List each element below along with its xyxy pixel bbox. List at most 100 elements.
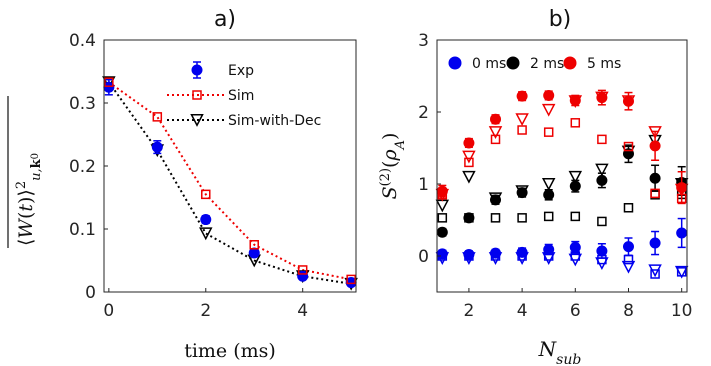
panel-a-title: a) [214,7,236,32]
panel-b-point-2ms-sim [543,211,554,222]
panel-a-ytick-label: 0.2 [69,157,96,177]
panel-b-point-0ms-exp [622,241,634,253]
panel-b-point-5ms-sim-with-dec [648,126,662,139]
legend-marker [192,90,202,100]
panel-b-point-5ms-sim-with-dec [515,113,529,127]
panel-a-xtick-label: 4 [297,301,308,321]
panel-a-point-sim-with-dec [199,227,213,241]
panel-b-point-2ms-exp [596,174,608,186]
panel-b-legend: 0 ms 2 ms 5 ms [448,56,621,72]
panel-b-legend-label: 2 ms [530,56,564,72]
panel-b-point-0ms-sim-with-dec [595,257,609,271]
panel-b-point-5ms-exp [543,89,555,101]
panel-b-point-5ms-sim-with-dec [674,183,689,197]
panel-b-point-5ms-sim-with-dec [462,150,476,164]
panel-b-xtick-label: 6 [570,301,581,321]
panel-a-legend-label: Sim-with-Dec [228,113,321,129]
panel-b-point-2ms-sim-with-dec [595,163,609,177]
panel-b-point-0ms-sim-with-dec [541,252,556,265]
panel-a-point-exp [248,247,260,259]
panel-b-ytick-label: 3 [418,31,429,51]
panel-b-point-2ms-sim-with-dec [621,145,636,159]
panel-b-point-0ms-sim-with-dec [648,264,662,278]
panel-b-xtick-label: 10 [671,301,693,321]
panel-a-point-exp [200,214,212,226]
panel-a-ytick-label: 0.1 [69,220,96,240]
panel-b-point-5ms-exp [490,113,502,125]
panel-a-line-sim [108,81,352,281]
panel-b-xlabel: Nsub [538,337,582,366]
panel-b-point-5ms-sim [597,134,607,145]
panel-b-point-5ms-sim-with-dec [621,95,636,109]
panel-b-point-2ms-sim [623,203,634,213]
panel-b-point-5ms-sim-with-dec [541,103,556,117]
panel-a-legend-item: Sim [167,88,254,104]
panel-b-point-2ms-sim-with-dec [515,185,529,199]
panel-a-legend-label: Exp [228,63,254,79]
panel-b-point-5ms-sim-with-dec [488,126,503,139]
panel-b-point-0ms-sim-with-dec [515,252,529,265]
panel-b-point-0ms-sim [650,269,660,279]
svg-text:⟨W(t)⟩2u,k0: ⟨W(t)⟩2u,k0 [14,153,44,246]
panel-b-point-2ms-sim-with-dec [435,199,450,213]
panel-b-legend-item: 0 ms [448,56,506,72]
svg-text:S(2)(ρA): S(2)(ρA) [378,133,408,200]
panel-b-point-5ms-sim [464,157,474,168]
panel-b-point-2ms-sim [597,216,607,227]
panel-b-point-2ms-sim [490,213,501,223]
legend-marker [448,56,462,70]
panel-a-point-sim-with-dec [102,76,116,90]
panel-b-point-5ms-exp [516,90,528,102]
panel-b-point-5ms-sim-with-dec [568,95,583,109]
panel-a-xlabel: time (ms) [184,340,276,362]
panel-b-point-5ms-sim [490,134,501,145]
panel-a-point-sim [104,77,114,87]
legend-marker [506,56,520,70]
legend-marker [563,56,577,70]
panel-b-point-0ms-sim-with-dec [462,252,476,265]
panel-a-xtick-label: 2 [200,301,211,321]
panel-b-point-2ms-exp [436,226,448,238]
panel-b-point-2ms-sim [464,213,474,223]
panel-a-legend-item: Sim-with-Dec [167,113,321,129]
panel-b-point-2ms-sim [437,213,448,223]
panel-b-point-0ms-sim-with-dec [621,260,636,274]
panel-b-point-0ms-sim-with-dec [674,265,689,279]
panel-b-point-5ms-sim-with-dec [435,188,450,202]
panel-b-point-2ms-sim [570,211,581,222]
panel-b-point-0ms-sim-with-dec [568,253,583,267]
panel-a-point-sim [249,240,259,250]
panel-a-legend-item: Exp [191,61,254,79]
panel-b-xtick-label: 2 [464,301,475,321]
legend-marker [190,114,204,127]
panel-b-ylabel: S(2)(ρA) [378,133,408,200]
panel-b-point-0ms-exp [649,237,661,249]
panel-b-point-0ms-sim-with-dec [488,252,503,265]
panel-b-point-0ms-exp [569,241,581,253]
panel-b-title: b) [549,7,572,32]
panel-a-axes-box [103,39,357,293]
panel-b-xtick-label: 4 [517,301,528,321]
panel-b-point-5ms-sim [650,188,660,199]
panel-b-point-2ms-sim-with-dec [541,178,556,191]
panel-b-point-0ms-exp [676,227,688,239]
panel-b-point-0ms-sim-with-dec [435,252,450,265]
panel-b-point-0ms-exp [596,245,608,257]
panel-b-point-0ms-sim [623,254,634,265]
panel-b-point-2ms-sim-with-dec [462,170,476,184]
panel-a: a) 0 2 4 0 0.1 0.2 0.3 0.4 time (ms) ⟨W(t)⟩2u,k… [7,7,358,362]
panel-b-point-2ms-sim [517,213,527,223]
panel-a-point-sim [346,274,356,285]
panel-b: b) 2 4 6 8 10 0 1 2 3 Nsub S(2)(ρA) 0 ms 2 ms 5 ms [378,7,693,366]
panel-a-legend: Exp Sim Sim-with-Dec [167,61,321,129]
panel-b-point-5ms-sim [570,118,581,128]
panel-a-ytick-label: 0 [85,283,96,303]
panel-a-point-sim [152,112,163,122]
panel-b-point-2ms-sim-with-dec [488,192,503,206]
panel-b-legend-label: 5 ms [587,56,621,72]
panel-b-point-5ms-exp [463,137,475,149]
panel-a-ytick-label: 0.4 [69,31,96,51]
panel-b-legend-label: 0 ms [472,56,506,72]
legend-marker [191,64,203,76]
